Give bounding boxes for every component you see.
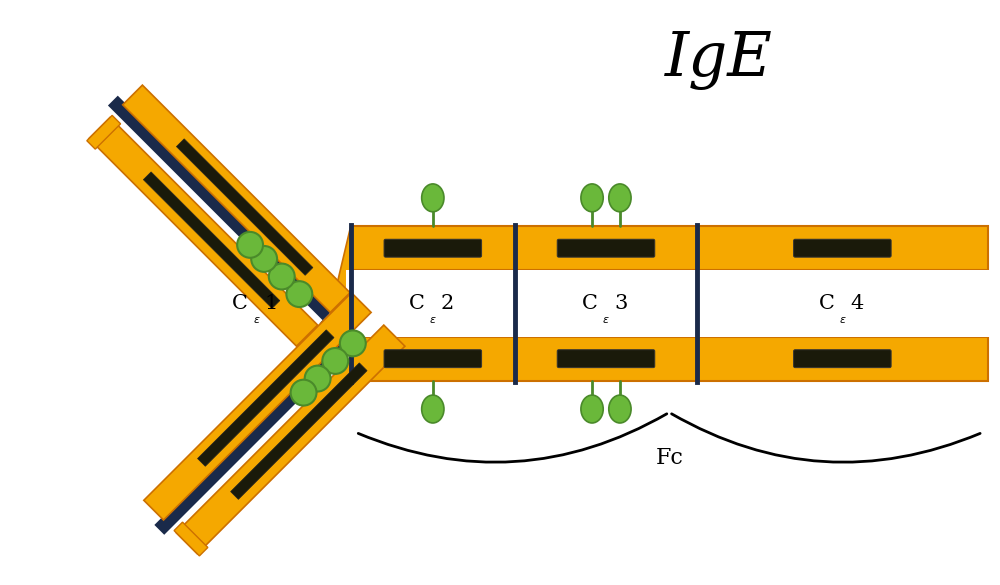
Polygon shape [143, 172, 280, 308]
Ellipse shape [581, 184, 603, 212]
Polygon shape [330, 226, 351, 312]
Polygon shape [123, 85, 350, 312]
Polygon shape [176, 139, 313, 276]
Circle shape [322, 348, 348, 374]
Text: C: C [819, 294, 834, 313]
Polygon shape [351, 292, 371, 381]
Polygon shape [108, 96, 332, 320]
Circle shape [237, 232, 263, 258]
FancyBboxPatch shape [794, 239, 891, 257]
Circle shape [269, 264, 295, 290]
Text: ε: ε [839, 315, 845, 325]
Ellipse shape [609, 184, 631, 212]
Text: 2: 2 [441, 294, 454, 313]
Polygon shape [174, 522, 208, 556]
Circle shape [291, 380, 316, 405]
Polygon shape [154, 310, 379, 535]
Polygon shape [319, 302, 382, 324]
Text: IgE: IgE [665, 30, 773, 91]
Text: C: C [409, 294, 425, 313]
Text: ε: ε [603, 315, 609, 325]
Polygon shape [89, 118, 318, 346]
Text: Fc: Fc [655, 448, 683, 469]
Ellipse shape [422, 184, 444, 212]
Circle shape [286, 281, 312, 307]
Circle shape [340, 331, 366, 356]
Ellipse shape [581, 395, 603, 423]
Circle shape [251, 246, 277, 272]
Ellipse shape [609, 395, 631, 423]
Bar [346, 270, 993, 337]
Text: C: C [232, 294, 248, 313]
FancyBboxPatch shape [794, 350, 891, 367]
Polygon shape [231, 363, 367, 500]
Bar [351, 226, 988, 270]
Bar [351, 337, 988, 381]
FancyBboxPatch shape [557, 239, 655, 257]
Polygon shape [87, 115, 121, 149]
Polygon shape [144, 292, 371, 520]
Text: 1: 1 [264, 294, 278, 313]
Text: ε: ε [430, 315, 436, 325]
Text: 4: 4 [850, 294, 864, 313]
FancyBboxPatch shape [384, 239, 482, 257]
Text: 3: 3 [614, 294, 627, 313]
FancyBboxPatch shape [557, 350, 655, 367]
Text: ε: ε [253, 315, 259, 325]
Polygon shape [198, 330, 334, 466]
Text: C: C [582, 294, 598, 313]
Circle shape [305, 366, 331, 391]
FancyBboxPatch shape [384, 350, 482, 367]
Ellipse shape [422, 395, 444, 423]
Polygon shape [176, 325, 405, 554]
